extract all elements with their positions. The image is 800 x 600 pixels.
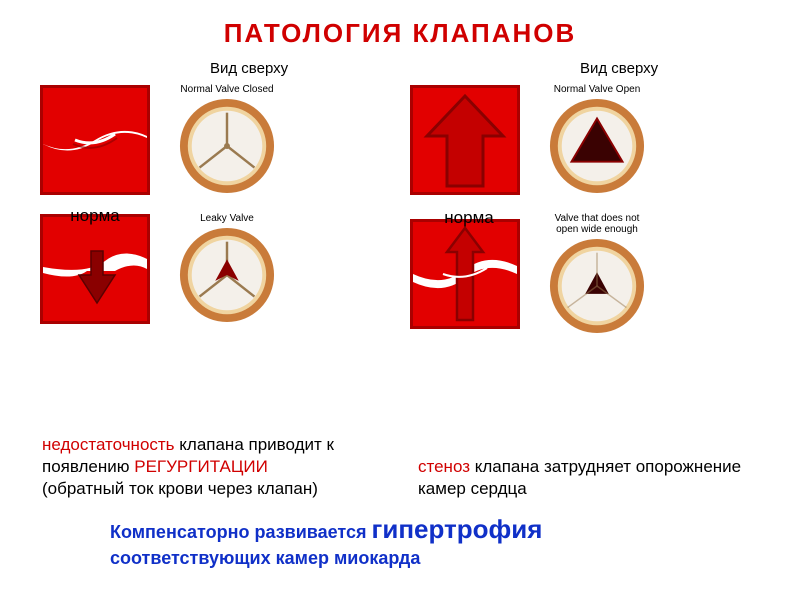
page-title: ПАТОЛОГИЯ КЛАПАНОВ [0,18,800,49]
norm-label-left: норма [60,206,130,226]
left-row-pathology: Leaky Valve [40,213,276,324]
topview-open-stack: Normal Valve Open [548,84,646,195]
right-row-pathology: Valve that does not open wide enough [410,213,646,335]
side-view-normal-open [410,85,520,195]
right-row-normal: Normal Valve Open [410,84,646,195]
topview-closed-stack: Normal Valve Closed [178,84,276,195]
desc-left-red1: недостаточность [42,435,175,454]
stenosis-svg [413,222,517,326]
open-valve-caption: Normal Valve Open [554,84,641,95]
footer-hypertrophy: Компенсаторно развивается гипертрофия со… [110,513,710,570]
closed-valve-caption: Normal Valve Closed [180,84,273,95]
normal-open-svg [413,88,517,192]
description-stenosis: стеноз клапана затрудняет опорожнение ка… [418,456,758,500]
title-text: ПАТОЛОГИЯ КЛАПАНОВ [224,18,577,48]
topview-stenotic-stack: Valve that does not open wide enough [548,213,646,335]
left-row-normal: Normal Valve Closed [40,84,276,195]
footer-part1: Компенсаторно развивается [110,522,372,542]
normal-flow-closed-svg [43,88,147,192]
desc-left-red2: РЕГУРГИТАЦИИ [134,457,268,476]
stenotic-valve-caption: Valve that does not open wide enough [555,213,640,235]
leaky-tricuspid-svg [178,226,276,324]
leaky-valve-caption: Leaky Valve [200,213,254,224]
footer-big: гипертрофия [372,514,543,544]
desc-right-red1: стеноз [418,457,470,476]
left-grid: Normal Valve Closed [40,84,276,324]
top-view-label-right: Вид сверху [580,60,658,77]
topview-leaky-stack: Leaky Valve [178,213,276,324]
regurgitation-svg [43,217,147,321]
norm-label-right: норма [434,208,504,228]
open-tricuspid-svg [548,97,646,195]
closed-tricuspid-svg [178,97,276,195]
side-view-normal-closed [40,85,150,195]
side-view-regurgitation [40,214,150,324]
footer-part2: соответствующих камер миокарда [110,548,420,568]
description-insufficiency: недостаточность клапана приводит к появл… [42,434,372,500]
top-view-label-left: Вид сверху [210,60,288,77]
desc-left-p2: (обратный ток крови через клапан) [42,479,318,498]
side-view-stenosis [410,219,520,329]
stenotic-tricuspid-svg [548,237,646,335]
